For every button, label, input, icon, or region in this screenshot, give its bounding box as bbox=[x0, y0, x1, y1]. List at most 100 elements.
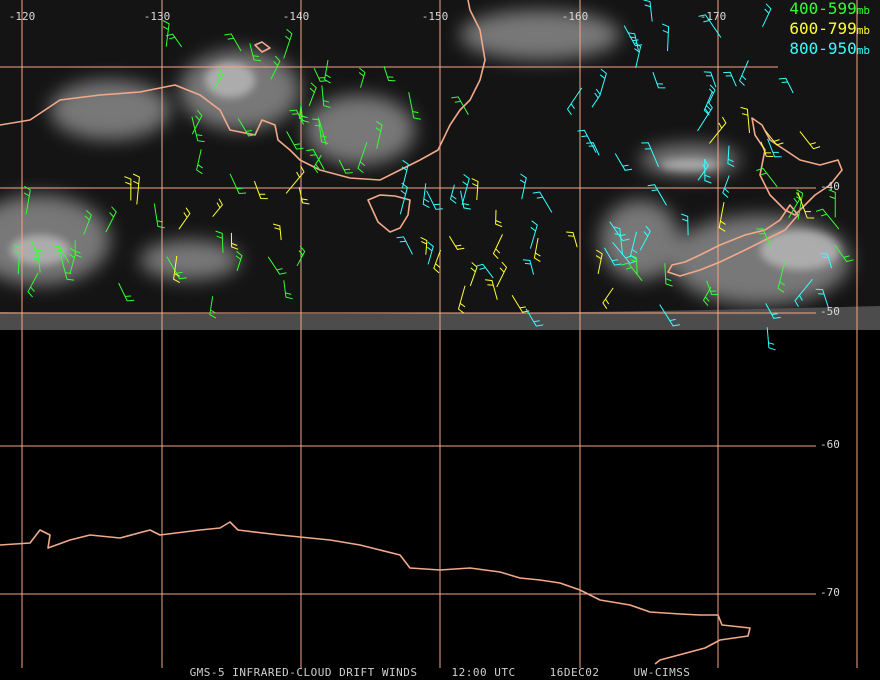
lat-label: -50 bbox=[820, 305, 840, 318]
wind-barb bbox=[267, 256, 287, 275]
wind-barb bbox=[396, 236, 413, 255]
wind-barb bbox=[324, 60, 331, 84]
wind-barb bbox=[253, 180, 268, 200]
legend-unit: mb bbox=[856, 24, 870, 37]
wind-barb bbox=[599, 68, 607, 95]
wind-barb bbox=[357, 142, 368, 174]
wind-barb bbox=[215, 230, 224, 253]
lon-label: -150 bbox=[422, 10, 449, 23]
lon-label: -140 bbox=[283, 10, 310, 23]
wind-barb bbox=[178, 207, 191, 230]
wind-barb bbox=[623, 25, 643, 47]
wind-barb bbox=[212, 198, 224, 218]
wind-barb bbox=[643, 0, 653, 22]
footer-product: GMS-5 INFRARED-CLOUD DRIFT WINDS bbox=[189, 666, 418, 679]
legend-entry-400-599: 400-599mb bbox=[789, 0, 870, 20]
wind-barb bbox=[661, 23, 670, 52]
wind-barb bbox=[647, 184, 667, 206]
wind-barb bbox=[708, 84, 716, 104]
wind-barb bbox=[722, 175, 730, 198]
wind-barb bbox=[74, 240, 82, 258]
wind-barb bbox=[495, 209, 503, 228]
wind-barb bbox=[485, 279, 498, 300]
wind-barb bbox=[209, 296, 217, 319]
wind-barb bbox=[401, 159, 409, 189]
wind-barb bbox=[525, 308, 544, 327]
wind-barb bbox=[399, 182, 408, 215]
wind-barb bbox=[639, 225, 651, 251]
wind-barb bbox=[426, 190, 443, 210]
wind-barb bbox=[230, 232, 239, 250]
wind-barb bbox=[703, 71, 717, 88]
wind-barb bbox=[659, 304, 681, 327]
wind-barb bbox=[153, 203, 165, 229]
new-zealand-south-coast bbox=[667, 204, 799, 277]
footer-caption: GMS-5 INFRARED-CLOUD DRIFT WINDS 12:00 UT… bbox=[0, 666, 880, 679]
wind-barb bbox=[469, 262, 478, 287]
wind-barb bbox=[777, 261, 786, 293]
wind-barb bbox=[522, 259, 535, 275]
wind-barb bbox=[797, 192, 815, 219]
wind-barb bbox=[591, 88, 601, 108]
legend-range: 400-599 bbox=[789, 0, 857, 18]
wind-barb bbox=[766, 327, 776, 351]
wind-barb bbox=[166, 256, 187, 280]
wind-barb bbox=[681, 213, 689, 236]
wind-barbs bbox=[13, 0, 854, 351]
wind-barb bbox=[723, 71, 737, 87]
graticule bbox=[0, 0, 858, 668]
new-zealand-north-coast bbox=[751, 117, 843, 216]
wind-barb bbox=[595, 249, 603, 274]
wind-barb bbox=[496, 261, 508, 288]
wind-barb bbox=[529, 220, 538, 249]
wind-barb bbox=[375, 120, 383, 149]
lon-label: -130 bbox=[144, 10, 171, 23]
wind-barb bbox=[533, 237, 541, 263]
wind-barb bbox=[727, 145, 735, 168]
wind-barb bbox=[289, 109, 305, 125]
wind-barb bbox=[270, 55, 281, 80]
wind-barb bbox=[709, 116, 727, 144]
wind-barb bbox=[23, 185, 31, 215]
wind-barb bbox=[235, 250, 243, 271]
wind-barb bbox=[756, 228, 772, 248]
wind-barb bbox=[702, 286, 712, 307]
wind-barb bbox=[760, 141, 774, 157]
wind-barb bbox=[285, 165, 305, 194]
legend-unit: mb bbox=[856, 44, 870, 57]
lat-label: -70 bbox=[820, 586, 840, 599]
wind-barb bbox=[739, 60, 749, 86]
wind-barb bbox=[196, 149, 204, 175]
lat-label: -40 bbox=[820, 180, 840, 193]
wind-barb bbox=[118, 282, 135, 302]
wind-barb bbox=[762, 3, 772, 28]
wind-barb bbox=[765, 130, 784, 146]
legend-entry-800-950: 800-950mb bbox=[789, 40, 870, 60]
wind-barb bbox=[697, 101, 713, 132]
wind-barb bbox=[420, 236, 428, 255]
pressure-legend: 400-599mb 600-799mb 800-950mb bbox=[789, 0, 870, 60]
wind-barb bbox=[630, 231, 638, 260]
wind-barb bbox=[652, 72, 666, 89]
wind-barb bbox=[834, 244, 854, 263]
wind-barb bbox=[815, 288, 829, 308]
wind-barb bbox=[756, 167, 778, 188]
wind-barb bbox=[767, 138, 782, 158]
wind-barb bbox=[740, 106, 750, 133]
wind-barb bbox=[828, 189, 836, 218]
wind-barb bbox=[249, 43, 261, 62]
wind-barb bbox=[532, 191, 553, 213]
wind-barb bbox=[313, 67, 328, 82]
wind-barb bbox=[778, 77, 794, 94]
wind-barb bbox=[162, 20, 170, 47]
wind-barb bbox=[577, 129, 597, 153]
wind-barb bbox=[519, 173, 527, 200]
antarctica-coast bbox=[0, 521, 751, 665]
wind-barb bbox=[641, 142, 660, 168]
wind-barb bbox=[698, 14, 722, 38]
wind-barb bbox=[132, 173, 140, 205]
wind-barb bbox=[298, 186, 310, 205]
footer-date: 16DEC02 bbox=[549, 666, 600, 679]
wind-barb bbox=[460, 190, 471, 210]
legend-range: 600-799 bbox=[789, 19, 857, 38]
